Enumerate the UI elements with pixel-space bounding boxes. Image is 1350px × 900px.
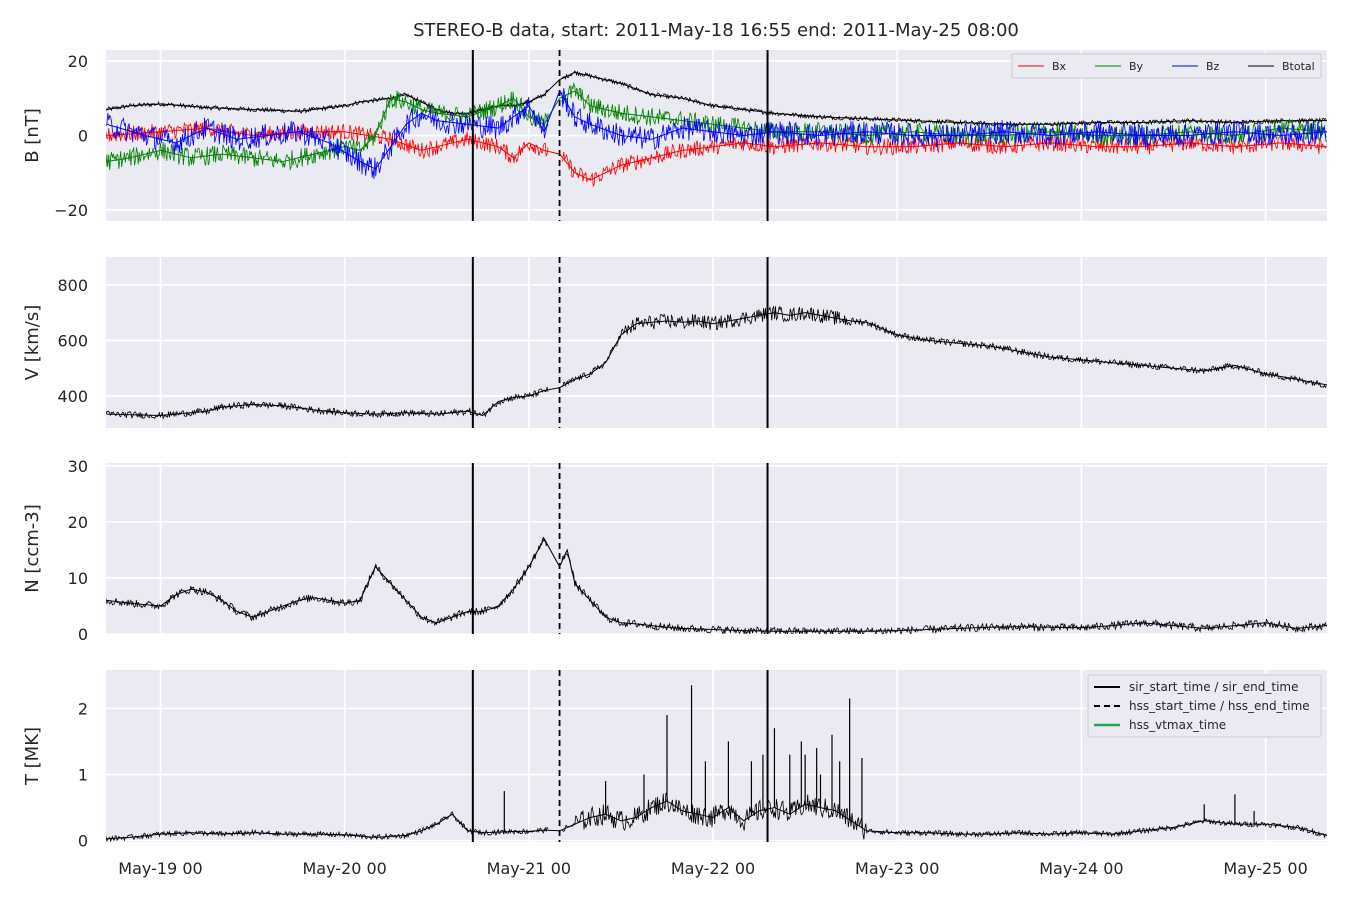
series-group bbox=[106, 305, 1327, 420]
series-texture-v bbox=[106, 305, 1327, 420]
series-group bbox=[106, 536, 1327, 634]
y-axis-label: V [km/s] bbox=[22, 305, 43, 380]
legend-box bbox=[1011, 53, 1322, 79]
series-line-n bbox=[106, 537, 1327, 632]
y-tick-label: 20 bbox=[68, 513, 88, 532]
y-axis-label: T [MK] bbox=[22, 727, 43, 786]
y-tick-label: 30 bbox=[68, 457, 88, 476]
panel-3: 0 10 20 30 N [ccm-3] bbox=[22, 457, 1327, 644]
x-tick-label: May-24 00 bbox=[1039, 859, 1123, 878]
series-texture-t bbox=[106, 792, 1327, 842]
y-tick-label: 0 bbox=[78, 127, 88, 146]
y-tick-label: 0 bbox=[78, 832, 88, 851]
series-group bbox=[106, 70, 1327, 188]
panel-background bbox=[106, 463, 1327, 634]
event-legend-label: hss_vtmax_time bbox=[1129, 718, 1226, 732]
y-axis-label: B [nT] bbox=[22, 108, 43, 163]
panel-1: −20 0 20 B [nT] Bx By Bz Btotal bbox=[22, 50, 1327, 221]
event-legend-label: sir_start_time / sir_end_time bbox=[1129, 680, 1299, 694]
y-tick-label: 600 bbox=[57, 331, 88, 350]
legend-label-by: By bbox=[1129, 60, 1144, 73]
legend-label-btotal: Btotal bbox=[1282, 60, 1315, 73]
series-texture-bz bbox=[106, 88, 1327, 180]
x-tick-label: May-23 00 bbox=[855, 859, 939, 878]
x-tick-label: May-22 00 bbox=[671, 859, 755, 878]
y-tick-label: −20 bbox=[54, 201, 88, 220]
y-tick-label: 400 bbox=[57, 387, 88, 406]
x-tick-label: May-25 00 bbox=[1223, 859, 1307, 878]
y-tick-label: 20 bbox=[68, 52, 88, 71]
chart-title: STEREO-B data, start: 2011-May-18 16:55 … bbox=[413, 20, 1019, 41]
panel-background bbox=[106, 257, 1327, 428]
legend-label-bx: Bx bbox=[1052, 60, 1067, 73]
x-tick-labels: May-19 00 May-20 00 May-21 00 May-22 00 May-… bbox=[118, 859, 1307, 878]
b-legend: Bx By Bz Btotal bbox=[1011, 53, 1322, 79]
legend-box bbox=[1087, 674, 1322, 738]
y-tick-label: 2 bbox=[78, 699, 88, 718]
y-tick-label: 1 bbox=[78, 766, 88, 785]
event-legend: sir_start_time / sir_end_time hss_start_t… bbox=[1087, 674, 1322, 738]
panel-4: 0 1 2 T [MK] sir_start_time / sir_end_timehs… bbox=[22, 670, 1327, 851]
x-tick-label: May-21 00 bbox=[487, 859, 571, 878]
y-tick-label: 800 bbox=[57, 276, 88, 295]
series-texture-n bbox=[106, 536, 1327, 634]
panel-2: 400 600 800 V [km/s] bbox=[22, 257, 1327, 428]
series-group bbox=[106, 685, 1327, 842]
x-tick-label: May-19 00 bbox=[118, 859, 202, 878]
y-tick-label: 0 bbox=[78, 625, 88, 644]
x-tick-label: May-20 00 bbox=[302, 859, 386, 878]
y-axis-label: N [ccm-3] bbox=[22, 504, 43, 593]
event-legend-label: hss_start_time / hss_end_time bbox=[1129, 699, 1310, 713]
legend-label-bz: Bz bbox=[1206, 60, 1220, 73]
y-tick-label: 10 bbox=[68, 569, 88, 588]
